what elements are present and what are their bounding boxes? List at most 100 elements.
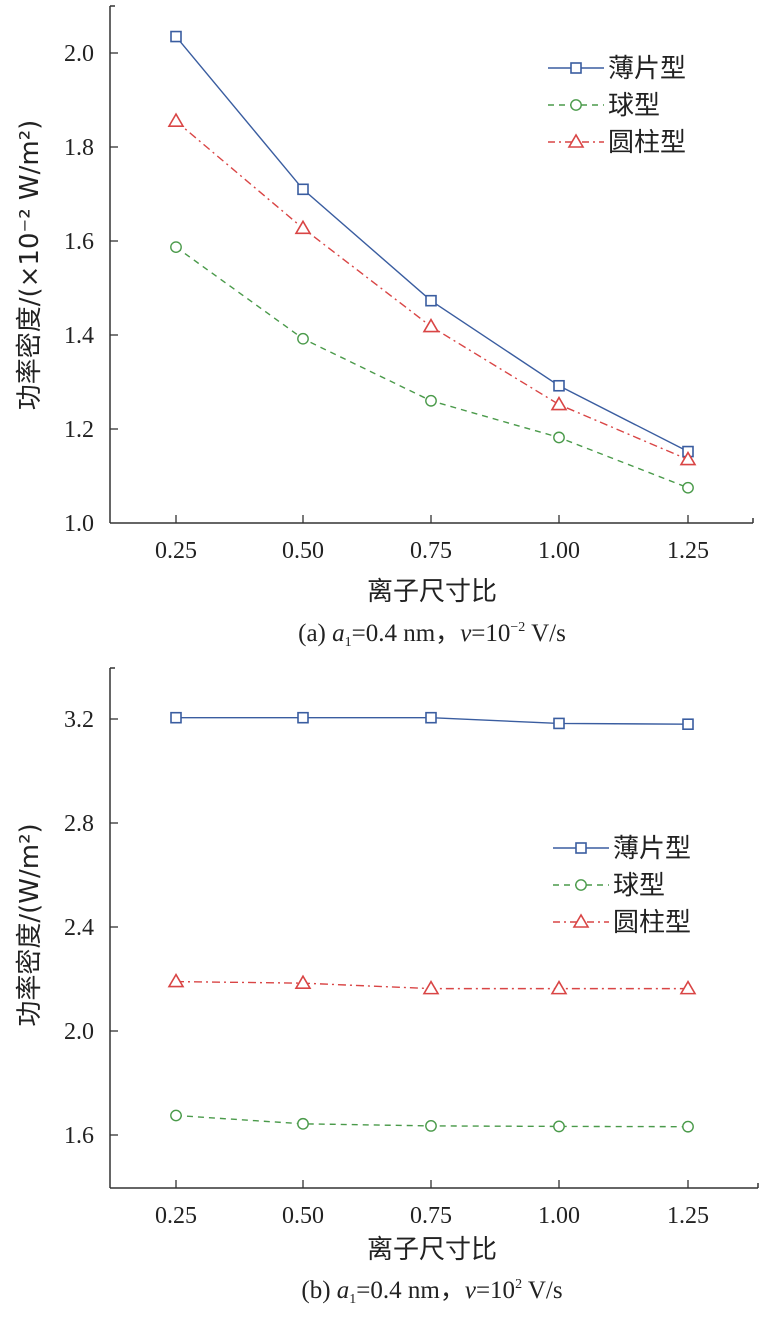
data-point-triangle (167, 112, 185, 127)
y-tick-label: 2.0 (64, 41, 94, 67)
data-point-square (553, 717, 565, 730)
data-point-triangle (294, 219, 312, 235)
figure-caption: (a) a1=0.4 nm，v=10−2 V/s (298, 620, 566, 650)
legend-marker-square-icon (570, 62, 582, 74)
data-point-square (170, 30, 182, 43)
data-point-square (297, 711, 309, 724)
caption-suffix: V/s (525, 620, 566, 647)
y-tick-label: 1.4 (64, 323, 94, 349)
y-tick-label: 2.0 (64, 1019, 94, 1045)
data-point-triangle (167, 973, 185, 988)
y-tick-label: 3.2 (64, 707, 94, 733)
x-tick-label: 1.25 (667, 538, 709, 564)
data-point-triangle (679, 450, 697, 466)
legend-item: 圆柱型 (553, 908, 691, 938)
data-point-circle (170, 241, 182, 254)
data-point-circle (425, 394, 437, 407)
caption-mid: =0.4 nm， (356, 1277, 465, 1304)
legend-label: 球型 (613, 871, 665, 901)
series-circle (170, 1109, 694, 1133)
caption-var-v: v (465, 1277, 477, 1304)
data-point-triangle (422, 980, 440, 995)
chart-panel-a: 1.0 1.2 1.4 1.6 1.8 2.0 0.25 0.50 0.75 1.00 1.25 功率… (15, 5, 754, 650)
series-triangle (167, 112, 697, 466)
x-axis-title: 离子尺寸比 (367, 577, 497, 607)
y-axis-title: 功率密度/(×10⁻² W/m²) (15, 120, 45, 411)
data-point-circle (297, 332, 309, 345)
legend-marker-triangle-icon (567, 133, 585, 148)
data-point-square (425, 294, 437, 307)
series-triangle (167, 973, 697, 995)
x-tick-label: 0.25 (155, 538, 197, 564)
caption-eq: =10 (471, 620, 510, 647)
y-tick-label: 1.8 (64, 135, 94, 161)
chart-panel-b: 1.6 2.0 2.4 2.8 3.2 0.25 0.50 0.75 1.00 1.25 功率密度/… (15, 667, 759, 1307)
caption-var-a: a (337, 1277, 350, 1304)
figure-caption: (b) a1=0.4 nm，v=102 V/s (301, 1277, 562, 1307)
legend-item: 球型 (548, 91, 660, 121)
legend-marker-triangle-icon (572, 913, 590, 928)
x-tick-label: 0.50 (282, 538, 324, 564)
data-point-square (170, 711, 182, 724)
legend-marker-circle-icon (570, 99, 582, 111)
data-point-circle (553, 1120, 565, 1133)
data-point-triangle (679, 980, 697, 995)
x-tick-label: 1.25 (667, 1203, 709, 1229)
caption-prefix: (b) (301, 1277, 336, 1304)
series-square (170, 711, 694, 731)
data-point-circle (297, 1117, 309, 1130)
x-tick-label: 1.00 (538, 1203, 580, 1229)
caption-var-a: a (332, 620, 345, 647)
legend-marker-square-icon (575, 842, 587, 854)
data-point-circle (553, 431, 565, 444)
data-point-circle (682, 481, 694, 494)
data-point-circle (170, 1109, 182, 1122)
data-point-square (553, 379, 565, 392)
legend-label: 薄片型 (608, 54, 686, 84)
x-axis-title: 离子尺寸比 (367, 1235, 497, 1265)
y-tick-label: 1.6 (64, 229, 94, 255)
caption-suffix: V/s (522, 1277, 563, 1304)
series-line (175, 246, 689, 489)
data-point-circle (682, 1120, 694, 1133)
legend-label: 球型 (608, 91, 660, 121)
data-point-triangle (294, 974, 312, 989)
caption-superscript: 2 (515, 1277, 522, 1292)
x-tick-label: 0.75 (410, 538, 452, 564)
caption-mid: =0.4 nm， (352, 620, 461, 647)
x-tick-label: 0.25 (155, 1203, 197, 1229)
caption-prefix: (a) (298, 620, 332, 647)
legend-marker-circle-icon (575, 879, 587, 891)
legend-item: 薄片型 (548, 54, 686, 84)
y-tick-label: 1.2 (64, 417, 94, 443)
x-tick-label: 1.00 (538, 538, 580, 564)
y-tick-label: 2.8 (64, 811, 94, 837)
caption-var-v: v (460, 620, 472, 647)
x-tick-label: 0.75 (410, 1203, 452, 1229)
y-axis-title: 功率密度/(W/m²) (15, 823, 45, 1026)
data-point-circle (425, 1120, 437, 1132)
data-point-triangle (550, 980, 568, 995)
caption-subscript: 1 (349, 1292, 356, 1307)
legend-item: 球型 (553, 871, 665, 901)
caption-superscript: −2 (510, 620, 525, 635)
legend-label: 圆柱型 (608, 128, 686, 158)
data-point-triangle (550, 395, 568, 411)
legend-label: 薄片型 (613, 834, 691, 864)
data-point-triangle (422, 317, 440, 333)
x-tick-label: 0.50 (282, 1203, 324, 1229)
legend-label: 圆柱型 (613, 908, 691, 938)
y-tick-label: 2.4 (64, 915, 94, 941)
y-tick-label: 1.6 (64, 1123, 94, 1149)
legend-item: 薄片型 (553, 834, 691, 864)
data-point-square (297, 183, 309, 196)
y-tick-label: 1.0 (64, 511, 94, 537)
caption-subscript: 1 (345, 635, 352, 650)
data-point-square (682, 718, 694, 731)
data-point-square (425, 711, 437, 724)
legend-item: 圆柱型 (548, 128, 686, 158)
caption-eq: =10 (476, 1277, 515, 1304)
